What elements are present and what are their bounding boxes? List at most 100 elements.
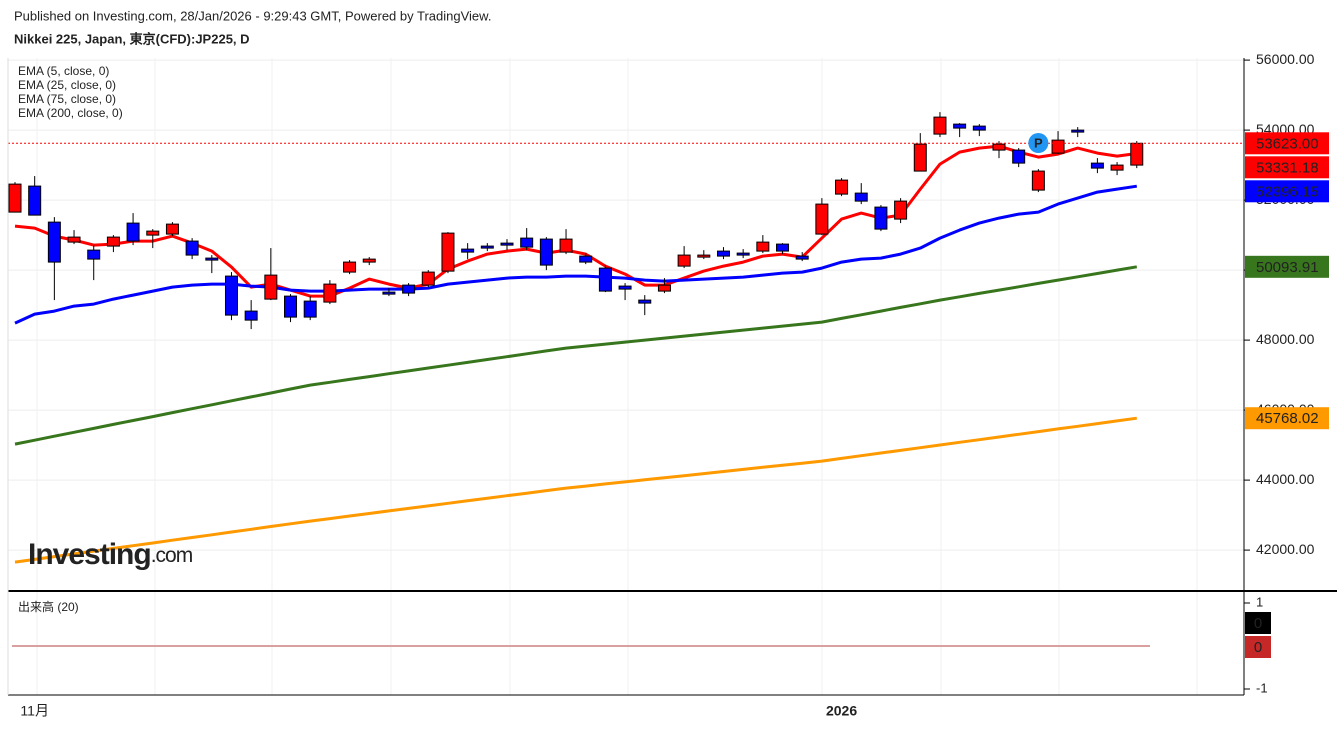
y-tick-label: -1 <box>1256 680 1268 695</box>
y-tick-label: 44000.00 <box>1256 471 1315 487</box>
candle-body <box>47 221 61 263</box>
candle-body <box>8 183 22 213</box>
candle-body <box>618 285 632 290</box>
value-box-label: 45768.02 <box>1256 410 1319 427</box>
candle-body <box>1090 162 1104 169</box>
candle-body <box>598 267 612 292</box>
candle-body <box>165 223 179 235</box>
value-box <box>1245 132 1329 155</box>
candle-body <box>67 236 81 243</box>
candle-body <box>1110 164 1124 171</box>
watermark-logo: Investing.com <box>28 538 193 571</box>
candle-body <box>343 261 357 273</box>
candle-body <box>520 237 534 248</box>
value-box <box>1245 255 1329 278</box>
value-box-label: 52396.15 <box>1256 183 1319 200</box>
legend-entry: EMA (25, close, 0) <box>18 78 116 92</box>
candle-body <box>382 291 396 295</box>
candle-body <box>106 236 120 247</box>
candle-body <box>421 271 435 286</box>
y-tick-label: 42000.00 <box>1256 541 1315 557</box>
candle-body <box>815 203 829 235</box>
candle-body <box>657 284 671 292</box>
logo-text: Investing <box>28 538 151 571</box>
candle-body <box>500 242 514 246</box>
candle-body <box>146 230 160 236</box>
candle-body <box>992 143 1006 151</box>
value-box-label: 50093.91 <box>1256 259 1319 276</box>
candle-body <box>461 248 475 253</box>
candle-body <box>579 255 593 263</box>
candle-body <box>736 252 750 256</box>
candle-body <box>28 185 42 216</box>
candle-body <box>972 125 986 131</box>
candle-body <box>559 238 573 253</box>
ema-line <box>14 184 1138 325</box>
y-tick-label: 48000.00 <box>1256 331 1315 347</box>
candle-body <box>205 257 219 261</box>
candle-body <box>303 300 317 318</box>
chart-title: Nikkei 225, Japan, 東京(CFD):JP225, D <box>14 31 250 46</box>
candle-body <box>1071 129 1085 133</box>
candle-body <box>854 192 868 202</box>
legend-entry: EMA (75, close, 0) <box>18 92 116 106</box>
candle-body <box>1031 170 1045 191</box>
ema-line <box>14 265 1138 446</box>
volume-title: 出来高 (20) <box>18 599 79 614</box>
y-tick-label: 1 <box>1256 594 1263 609</box>
event-marker <box>1028 133 1049 153</box>
candle-body <box>953 123 967 129</box>
vertical-grid <box>36 58 1198 695</box>
logo-suffix: .com <box>151 544 193 567</box>
value-box <box>1245 612 1271 634</box>
candle-body <box>126 222 140 242</box>
ema-line <box>14 416 1138 564</box>
candle-body <box>402 284 416 294</box>
candle-body <box>441 232 455 272</box>
candle-body <box>756 241 770 252</box>
value-box <box>1245 156 1329 179</box>
event-marker-label: P <box>1034 135 1043 150</box>
candle-body <box>1012 149 1026 164</box>
plot-area <box>8 59 1244 564</box>
candle-body <box>87 249 101 260</box>
candle-body <box>539 238 553 266</box>
candle-body <box>913 143 927 172</box>
legend-entry: EMA (200, close, 0) <box>18 106 123 120</box>
candle-body <box>638 299 652 304</box>
candle-body <box>264 274 278 300</box>
x-tick-label: 11月 <box>20 703 49 719</box>
ema-line <box>14 144 1137 298</box>
candle-body <box>480 245 494 249</box>
value-box <box>1245 636 1271 658</box>
candle-body <box>185 240 199 256</box>
candle-body <box>323 283 337 303</box>
candle-body <box>697 254 711 258</box>
value-box <box>1245 180 1329 203</box>
candle-body <box>776 243 790 252</box>
x-tick-label: 2026 <box>826 703 857 719</box>
candle-body <box>284 295 298 318</box>
y-tick-label: 56000.00 <box>1256 51 1315 67</box>
candle-body <box>244 310 258 321</box>
value-box-label: 0 <box>1254 615 1262 632</box>
legend-entry: EMA (5, close, 0) <box>18 64 109 78</box>
candle-body <box>894 200 908 220</box>
candle-body <box>362 258 376 263</box>
value-box-label: 53331.18 <box>1256 159 1319 176</box>
candle-body <box>933 116 947 135</box>
candle-body <box>1051 139 1065 154</box>
candle-body <box>874 206 888 230</box>
value-box-label: 0 <box>1254 639 1262 656</box>
candle-body <box>716 250 730 257</box>
candle-body <box>835 179 849 195</box>
candle-body <box>1130 142 1144 166</box>
value-box <box>1245 407 1329 430</box>
candle-body <box>224 275 238 316</box>
candle-body <box>795 255 809 260</box>
candle-body <box>677 254 691 267</box>
source-note: Published on Investing.com, 28/Jan/2026 … <box>14 8 491 23</box>
value-box-label: 53623.00 <box>1256 135 1319 152</box>
